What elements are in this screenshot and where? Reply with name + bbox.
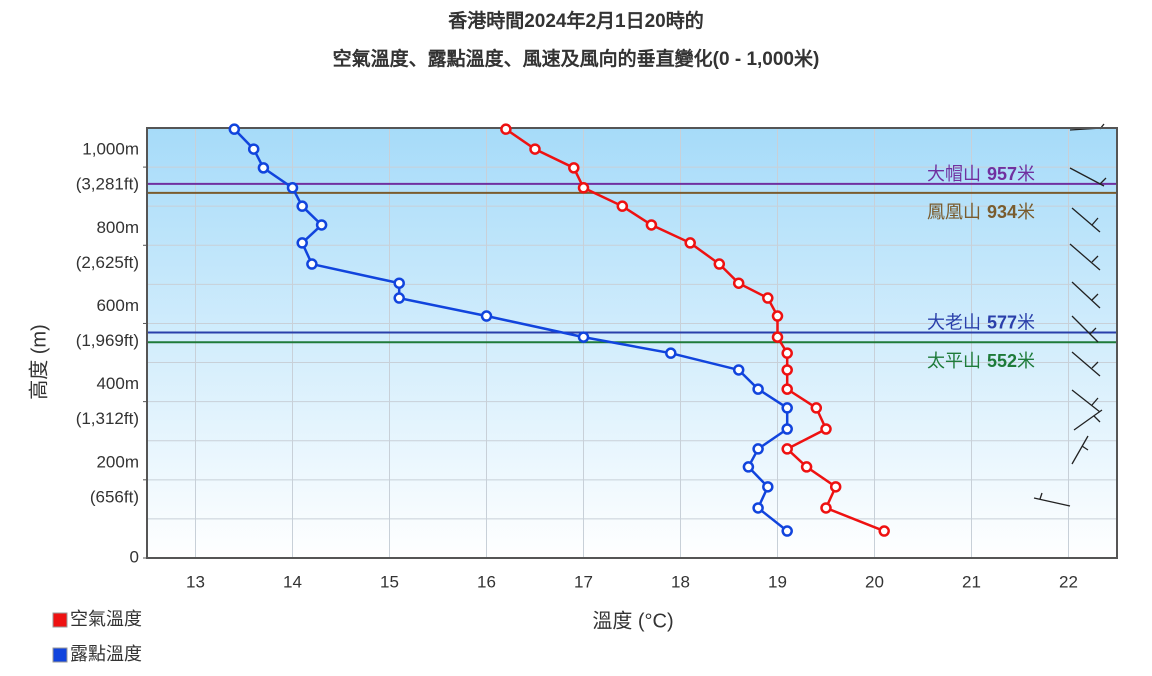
data-point <box>645 219 658 231</box>
reference-unit: 米 <box>1017 164 1035 184</box>
reference-label: 大帽山 957米 <box>927 164 1035 184</box>
plot-border <box>146 127 1118 559</box>
x-tick-label: 18 <box>671 572 690 591</box>
data-point <box>781 383 793 395</box>
reference-label: 太平山 552米 <box>927 351 1035 371</box>
data-point <box>762 481 774 493</box>
legend-swatch <box>52 647 68 663</box>
legend-label: 空氣溫度 <box>70 609 142 629</box>
data-point <box>257 162 270 174</box>
chart-title: 香港時間2024年2月1日20時的 <box>447 9 704 32</box>
legend-swatch <box>52 612 68 628</box>
y-tick-sublabel: (2,625ft) <box>76 253 139 272</box>
reference-name: 大帽山 <box>927 164 981 184</box>
chart-subtitle: 空氣溫度、露點溫度、風速及風向的垂直變化(0 - 1,000米) <box>333 47 820 70</box>
data-point <box>820 423 832 435</box>
data-point <box>771 331 784 343</box>
data-point <box>762 292 774 304</box>
x-tick-label: 13 <box>186 572 205 591</box>
y-tick-label: 200m <box>96 452 139 471</box>
data-point <box>752 502 764 514</box>
reference-unit: 米 <box>1017 202 1035 222</box>
x-tick-label: 19 <box>768 572 787 591</box>
data-point <box>500 123 512 135</box>
wind-barbs <box>1033 123 1107 507</box>
y-tick-label: 1,000m <box>82 140 139 159</box>
series-line <box>505 128 885 533</box>
x-tick-label: 20 <box>865 572 884 591</box>
data-point <box>829 481 842 493</box>
x-tick-label: 15 <box>380 572 399 591</box>
reference-label: 鳳凰山 934米 <box>927 202 1035 222</box>
y-tick-label: 800m <box>96 218 139 237</box>
x-tick-label: 14 <box>283 572 302 591</box>
data-point <box>577 331 590 343</box>
y-tick-sublabel: (1,969ft) <box>76 331 139 350</box>
data-point <box>529 143 541 155</box>
data-point <box>878 525 890 537</box>
x-tick-label: 17 <box>574 572 593 591</box>
data-point <box>781 364 793 376</box>
y-tick-sublabel: (656ft) <box>90 487 139 506</box>
data-point <box>781 423 793 435</box>
reference-name: 鳳凰山 <box>927 202 981 222</box>
data-point <box>315 219 328 231</box>
data-point <box>296 237 308 249</box>
data-point <box>771 310 784 322</box>
y-tick-label: 400m <box>96 374 139 393</box>
x-tick-label: 22 <box>1059 572 1078 591</box>
data-point <box>800 461 813 473</box>
data-point <box>752 443 764 455</box>
data-point <box>713 258 726 270</box>
legend-label: 露點溫度 <box>70 644 142 664</box>
series-line <box>233 128 789 533</box>
data-point <box>665 347 677 359</box>
data-point <box>781 347 793 359</box>
data-point <box>742 461 755 473</box>
x-axis-label: 溫度 (°C) <box>592 609 673 632</box>
data-point <box>781 443 793 455</box>
reference-name: 太平山 <box>927 351 981 371</box>
data-point <box>781 402 793 414</box>
reference-label: 大老山 577米 <box>927 312 1035 332</box>
y-tick-sublabel: (3,281ft) <box>76 175 139 194</box>
data-point <box>752 383 764 395</box>
data-point <box>732 277 745 289</box>
data-point <box>732 364 745 376</box>
reference-name: 大老山 <box>927 312 981 332</box>
data-point <box>820 502 832 514</box>
y-tick-sublabel: (1,312ft) <box>76 409 139 428</box>
data-point <box>568 162 580 174</box>
reference-value: 957 <box>987 164 1017 184</box>
data-point <box>393 292 405 304</box>
data-point <box>228 123 241 135</box>
data-point <box>684 237 696 249</box>
data-point <box>306 258 318 270</box>
x-tick-label: 21 <box>962 572 981 591</box>
data-point <box>247 143 260 155</box>
y-axis-label: 高度 (m) <box>27 324 50 400</box>
data-point <box>810 402 823 414</box>
data-point <box>577 182 590 194</box>
reference-value: 577 <box>987 312 1017 332</box>
data-point <box>296 200 308 212</box>
data-point <box>393 277 405 289</box>
reference-unit: 米 <box>1017 312 1035 332</box>
y-tick-label: 600m <box>96 296 139 315</box>
x-tick-label: 16 <box>477 572 496 591</box>
reference-value: 552 <box>987 351 1017 371</box>
y-tick-label: 0 <box>130 547 139 566</box>
reference-unit: 米 <box>1017 351 1035 371</box>
data-point <box>781 525 793 537</box>
data-point <box>286 182 299 194</box>
data-point <box>480 310 493 322</box>
data-point <box>616 200 629 212</box>
reference-value: 934 <box>987 202 1017 222</box>
